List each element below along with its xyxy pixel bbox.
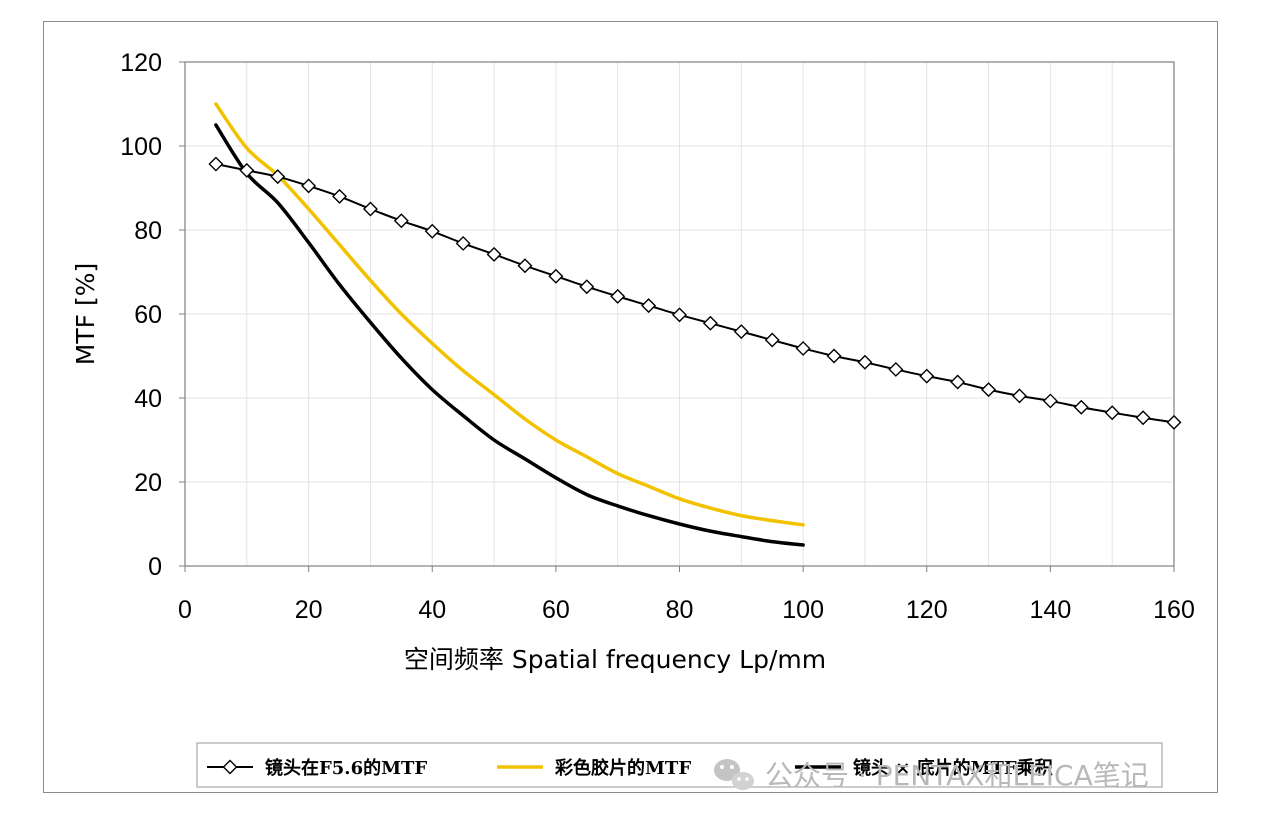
x-tick-label: 80	[666, 596, 694, 624]
data-point-marker	[641, 298, 657, 314]
y-tick-label: 120	[120, 49, 162, 77]
series-2	[214, 102, 805, 527]
data-point-marker	[1042, 393, 1058, 409]
data-point-marker	[764, 332, 780, 348]
series-line	[214, 123, 805, 547]
legend-label: 彩色胶片的MTF	[554, 757, 691, 779]
data-point-marker	[1166, 414, 1182, 430]
y-tick-label: 60	[134, 301, 162, 329]
data-point-marker	[857, 354, 873, 370]
wechat-icon	[714, 759, 754, 790]
y-tick-label: 80	[134, 217, 162, 245]
data-point-marker	[610, 288, 626, 304]
data-point-marker	[270, 169, 286, 185]
y-tick-label: 0	[148, 553, 162, 581]
x-tick-label: 60	[542, 596, 570, 624]
data-point-marker	[332, 188, 348, 204]
data-point-marker	[981, 382, 997, 398]
data-point-marker	[455, 235, 471, 251]
data-point-marker	[239, 162, 255, 178]
y-tick-label: 100	[120, 133, 162, 161]
legend-label: 镜头在F5.6的MTF	[265, 757, 427, 779]
series-layer	[208, 102, 1182, 547]
series-1	[208, 156, 1182, 430]
data-point-marker	[424, 223, 440, 239]
legend-marker	[222, 759, 238, 775]
legend-box	[196, 742, 1163, 788]
data-point-marker	[579, 279, 595, 295]
x-tick-label: 40	[418, 596, 446, 624]
data-point-marker	[888, 361, 904, 377]
y-axis-title: MTF [%]	[71, 263, 100, 365]
legend-item-3: 镜头 × 底片的MTF乘积	[795, 757, 1053, 779]
tick-labels: 0 20 40 60 80 100 120 140 160 0 20 40 60 80 100 120	[120, 49, 1195, 624]
series-line	[214, 102, 805, 527]
x-tick-label: 120	[906, 596, 948, 624]
data-point-marker	[1011, 388, 1027, 404]
data-point-marker	[362, 201, 378, 217]
data-point-marker	[950, 374, 966, 390]
data-point-marker	[919, 368, 935, 384]
x-tick-label: 0	[178, 596, 192, 624]
data-point-marker	[517, 258, 533, 274]
legend-label: 镜头 × 底片的MTF乘积	[853, 757, 1053, 779]
x-tick-label: 140	[1030, 596, 1072, 624]
data-point-marker	[1104, 405, 1120, 421]
x-tick-label: 160	[1153, 596, 1195, 624]
data-point-marker	[826, 348, 842, 364]
data-point-marker	[486, 246, 502, 262]
y-tick-label: 40	[134, 385, 162, 413]
data-point-marker	[1135, 410, 1151, 426]
x-tick-label: 100	[782, 596, 824, 624]
data-point-marker	[1073, 399, 1089, 415]
x-tick-label: 20	[295, 596, 323, 624]
data-point-marker	[672, 307, 687, 323]
series-line	[214, 163, 1175, 424]
legend: 镜头在F5.6的MTF 彩色胶片的MTF 镜头 × 底片的MTF乘积	[196, 742, 1163, 788]
y-tick-label: 20	[134, 469, 162, 497]
data-point-marker	[548, 268, 564, 284]
legend-item-2: 彩色胶片的MTF	[497, 757, 691, 779]
data-point-marker	[208, 156, 224, 172]
data-point-marker	[702, 315, 718, 331]
data-point-marker	[795, 340, 811, 356]
legend-item-1: 镜头在F5.6的MTF	[207, 757, 427, 779]
data-point-marker	[393, 213, 409, 229]
chart-frame	[43, 21, 1218, 793]
watermark: 公众号 · PENTAX和LEICA笔记	[714, 759, 1149, 792]
data-point-marker	[301, 178, 317, 194]
data-point-marker	[733, 324, 749, 340]
series-3	[214, 123, 805, 547]
x-axis-title: 空间频率 Spatial frequency Lp/mm	[404, 645, 826, 674]
watermark-text: 公众号 · PENTAX和LEICA笔记	[765, 759, 1149, 792]
